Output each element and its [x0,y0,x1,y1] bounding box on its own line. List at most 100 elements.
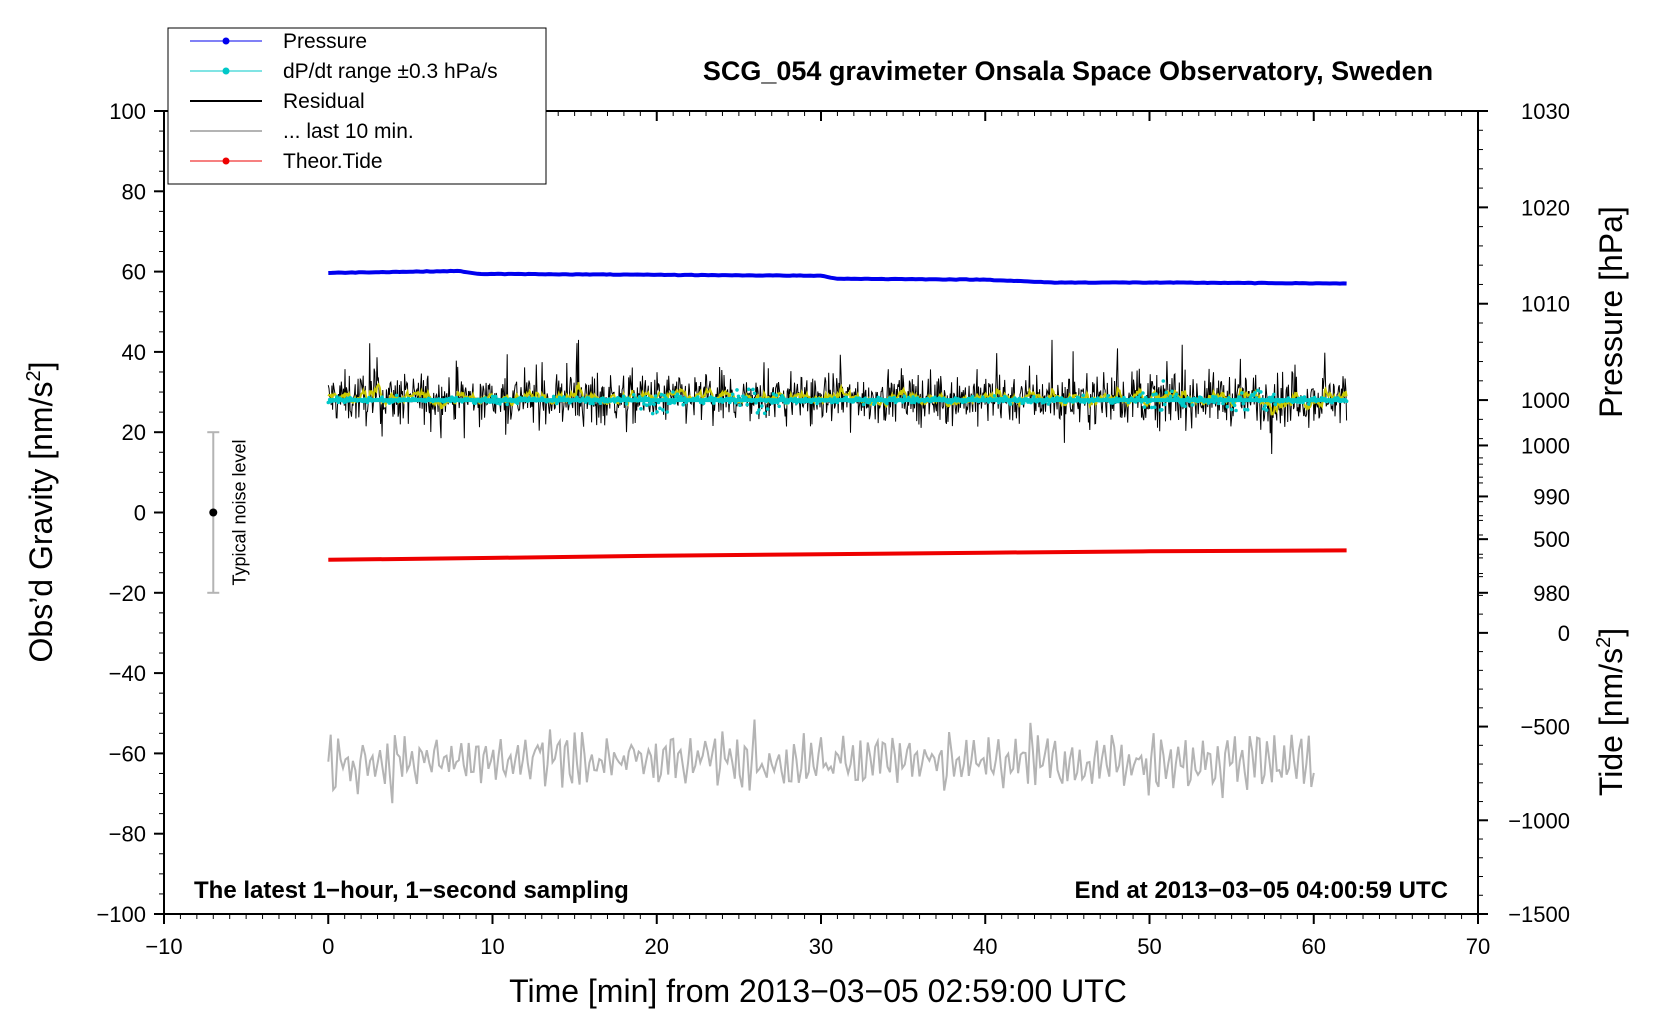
dpdt-point [1264,408,1269,412]
tide-tick-label: 500 [1533,527,1570,552]
dpdt-point [655,410,659,414]
dpdt-point [1152,405,1157,410]
dpdt-point [902,394,907,399]
dpdt-point [1243,407,1247,412]
dpdt-point [885,401,889,406]
dpdt-point [1302,395,1307,399]
legend-label: Pressure [283,30,367,53]
y-tick-label: 80 [122,179,146,204]
dpdt-point [1154,392,1158,396]
series-theor-tide [328,548,1347,562]
dpdt-point [911,395,915,399]
dpdt-point [1151,393,1155,397]
dpdt-point [1307,402,1311,406]
dpdt-point [1259,390,1263,394]
dpdt-point [659,392,664,397]
dpdt-point [738,403,742,408]
dpdt-point [746,387,751,392]
dpdt-point [1081,393,1086,398]
dpdt-point [598,401,603,406]
legend: Pressure dP/dt range ±0.3 hPa/s Residual..… [167,27,547,185]
tide-tick-label: 1000 [1521,433,1570,458]
dpdt-point [658,406,662,411]
dpdt-point [1253,391,1257,395]
x-tick-label: 70 [1466,934,1490,959]
dpdt-point [505,402,510,407]
dpdt-point [1221,401,1225,406]
dpdt-point [1183,404,1187,409]
dpdt-point [1216,401,1221,406]
dpdt-point [1211,394,1215,399]
dpdt-point [771,392,776,396]
dpdt-point [760,404,764,408]
dpdt-point [1181,401,1186,405]
annotation-sampling: The latest 1−hour, 1−second sampling [194,877,629,904]
dpdt-point [562,395,566,399]
dpdt-point [1263,404,1267,408]
dpdt-point [1234,408,1238,413]
dpdt-point [1149,405,1154,410]
dpdt-point [621,394,626,399]
legend-label: ... last 10 min. [283,120,414,143]
x-tick-label: 60 [1302,934,1326,959]
pressure-tick-label: 980 [1533,581,1570,606]
dpdt-point [671,390,675,394]
dpdt-point [777,404,781,409]
dpdt-point [650,411,655,416]
tide-tick-label: −1500 [1508,902,1570,927]
dpdt-point [495,401,499,405]
dpdt-point [1161,379,1166,383]
dpdt-point [745,402,749,407]
y-tick-label: −100 [96,902,146,927]
y-tick-label: −20 [109,581,146,606]
dpdt-point [712,401,716,405]
dpdt-point [645,403,649,408]
dpdt-point [1168,394,1173,399]
dpdt-point [970,394,975,399]
dpdt-point [1142,405,1147,409]
legend-swatch-dot [222,157,230,165]
dpdt-point [394,393,399,398]
dpdt-point [515,401,520,406]
legend-label: dP/dt range ±0.3 hPa/s [283,60,498,83]
dpdt-point [1225,404,1230,409]
pressure-tick-label: 1010 [1521,292,1570,317]
dpdt-point [1138,393,1142,397]
x-tick-label: −10 [145,934,182,959]
x-axis-label: Time [min] from 2013−03−05 02:59:00 UTC [509,973,1127,1009]
dpdt-point [1106,394,1110,398]
tide-tick-label: −500 [1520,715,1570,740]
dpdt-point [1174,392,1179,397]
dpdt-point [493,394,498,399]
tide-tick-label: −1000 [1508,808,1570,833]
series-pressure [328,268,1347,286]
annotation-end-time: End at 2013−03−05 04:00:59 UTC [1074,877,1448,904]
x-tick-label: 30 [809,934,833,959]
dpdt-point [624,402,629,406]
dpdt-point [1032,395,1036,399]
dpdt-point [992,394,997,398]
pressure-tick-label: 1030 [1521,99,1570,124]
y-axis-label-gravity: Obs’d Gravity [nm/s2] [23,362,59,663]
pressure-tick-label: 1020 [1521,195,1570,220]
dpdt-point [1170,389,1174,394]
dpdt-point [652,402,656,407]
axes-layer: −10 0 10 20 30 40 50 60 70100806040200−20−40−60−… [96,99,1570,959]
dpdt-point [730,392,735,397]
dpdt-point [762,411,767,416]
noise-bar-point [209,508,218,517]
y-tick-label: −80 [109,822,146,847]
chart-title: SCG_054 gravimeter Onsala Space Observat… [703,56,1433,86]
y-tick-label: 60 [122,260,146,285]
dpdt-point [665,410,669,414]
y-tick-label: 20 [122,420,146,445]
dpdt-point [1110,401,1115,405]
y-axis-label-pressure: Pressure [hPa] [1593,206,1629,418]
dpdt-point [701,401,706,406]
dpdt-point [632,393,636,397]
dpdt-point [653,394,658,398]
dpdt-point [1141,391,1145,395]
dpdt-point [1256,388,1260,393]
tide-tick-label: 0 [1558,621,1570,646]
